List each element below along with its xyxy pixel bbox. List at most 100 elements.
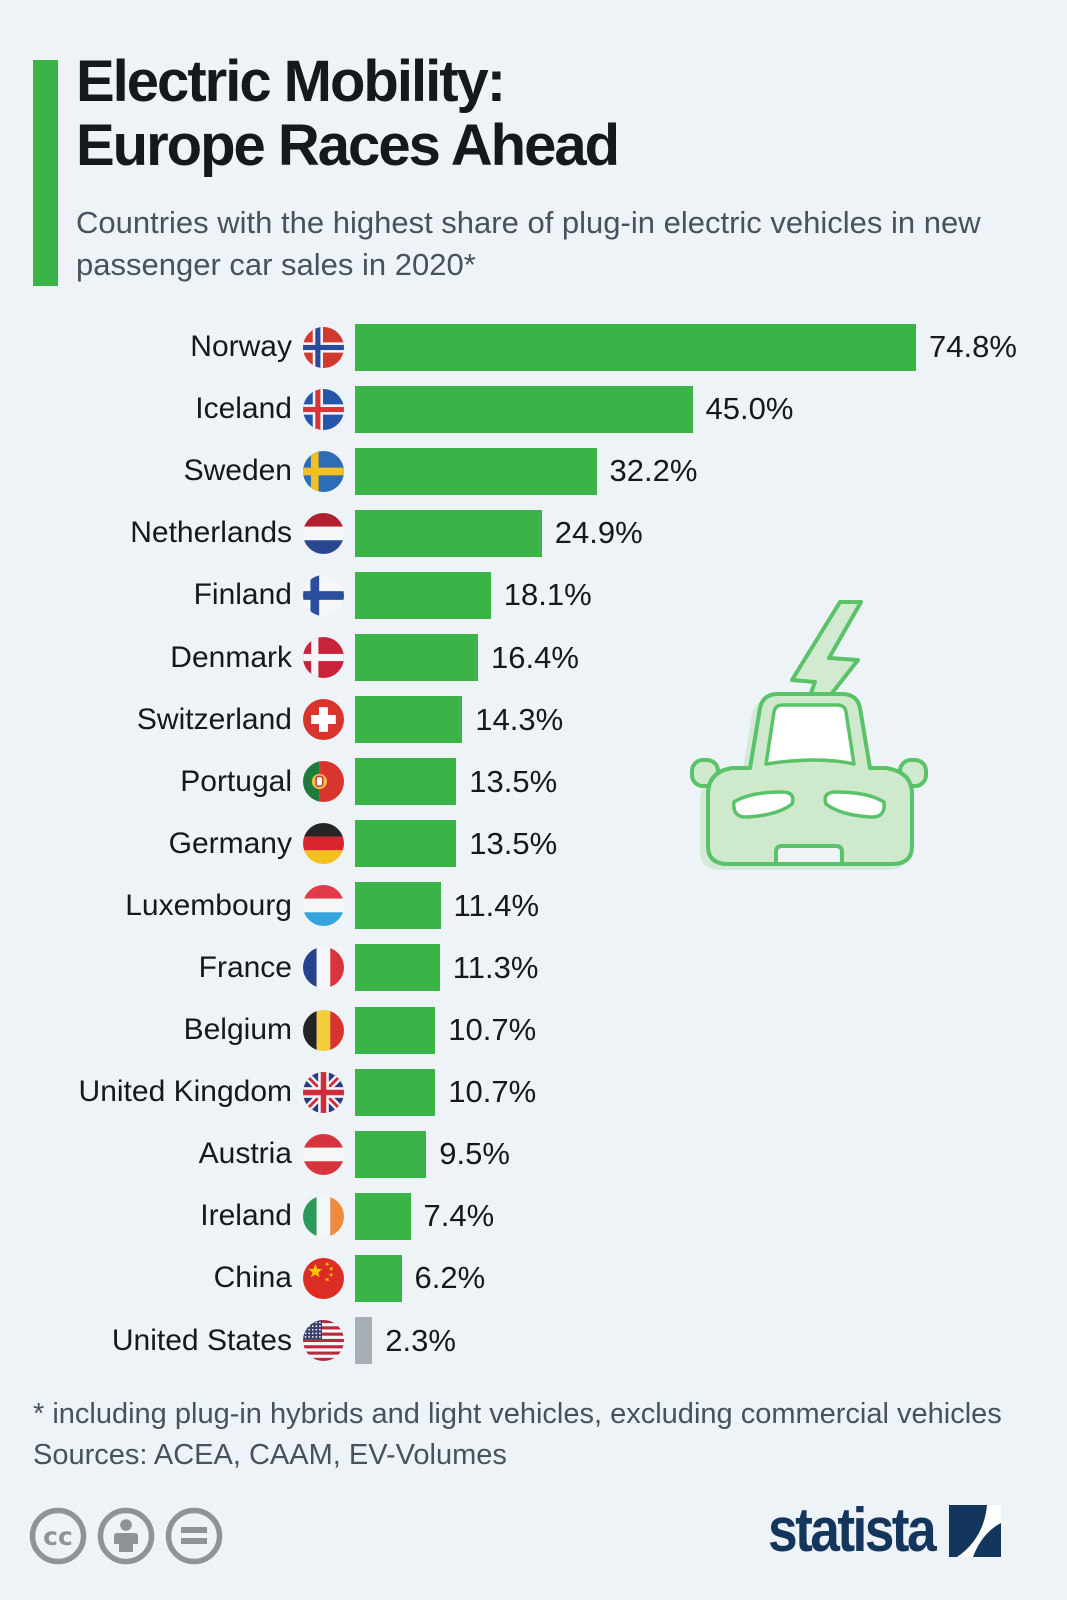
cc-icon: cc: [29, 1507, 87, 1565]
chart-row: United Kingdom 10.7%: [0, 1061, 1067, 1123]
value-label: 45.0%: [705, 391, 794, 427]
value-bar: [355, 758, 457, 806]
country-label: China: [213, 1261, 292, 1295]
value-label: 10.7%: [448, 1074, 537, 1110]
value-bar: [355, 696, 463, 744]
country-label: Ireland: [200, 1199, 292, 1233]
cc-license-icons: cc: [29, 1507, 223, 1565]
country-label: Germany: [168, 826, 292, 860]
footnote-line-2: Sources: ACEA, CAAM, EV-Volumes: [33, 1439, 507, 1471]
chart-row: Norway 74.8%: [0, 316, 1067, 378]
chart-row: United States 2.3%: [0, 1310, 1067, 1372]
flag-china-icon: [303, 1257, 344, 1299]
flag-united-kingdom-icon: [303, 1071, 344, 1113]
chart-row: Belgium 10.7%: [0, 999, 1067, 1061]
value-bar: [355, 447, 597, 495]
flag-belgium-icon: [303, 1009, 344, 1051]
value-bar: [355, 571, 491, 619]
country-label: United States: [111, 1323, 292, 1357]
chart-row: Ireland 7.4%: [0, 1185, 1067, 1247]
value-label: 16.4%: [491, 639, 579, 675]
country-label: United Kingdom: [78, 1075, 292, 1109]
flag-germany-icon: [303, 823, 344, 865]
flag-ireland-icon: [303, 1195, 344, 1237]
chart-row: Luxembourg 11.4%: [0, 875, 1067, 937]
value-label: 11.4%: [453, 887, 540, 923]
chart-row: Austria 9.5%: [0, 1123, 1067, 1185]
value-bar: [355, 1317, 373, 1365]
flag-finland-icon: [303, 574, 344, 616]
country-label: Portugal: [180, 764, 292, 798]
country-label: Belgium: [183, 1013, 292, 1047]
flag-austria-icon: [303, 1133, 344, 1175]
footnote: * including plug-in hybrids and light ve…: [33, 1394, 1002, 1476]
chart-row: China 6.2%: [0, 1247, 1067, 1309]
value-label: 14.3%: [475, 701, 564, 737]
country-label: Netherlands: [130, 516, 292, 550]
country-label: Iceland: [195, 392, 292, 426]
value-bar: [355, 509, 542, 557]
statista-logo: statista: [768, 1496, 1002, 1565]
country-label: Norway: [190, 330, 292, 364]
footnote-line-1: * including plug-in hybrids and light ve…: [33, 1398, 1002, 1430]
value-label: 11.3%: [452, 949, 539, 985]
chart-row: Sweden 32.2%: [0, 440, 1067, 502]
flag-norway-icon: [303, 326, 344, 368]
value-label: 32.2%: [609, 453, 698, 489]
flag-iceland-icon: [303, 388, 344, 430]
statista-wordmark: statista: [768, 1496, 937, 1565]
flag-netherlands-icon: [303, 512, 344, 554]
flag-denmark-icon: [303, 637, 344, 679]
flag-switzerland-icon: [303, 699, 344, 741]
value-bar: [355, 1006, 436, 1054]
value-label: 13.5%: [469, 825, 558, 861]
value-bar: [355, 1068, 436, 1116]
value-label: 24.9%: [554, 515, 643, 551]
value-bar: [355, 944, 440, 992]
value-bar: [355, 634, 478, 682]
svg-text:cc: cc: [43, 1522, 73, 1551]
country-label: Finland: [193, 578, 292, 612]
page-subtitle: Countries with the highest share of plug…: [76, 205, 981, 282]
value-label: 13.5%: [469, 763, 558, 799]
page-title: Electric Mobility: Europe Races Ahead: [76, 49, 620, 178]
value-label: 7.4%: [423, 1198, 495, 1234]
flag-luxembourg-icon: [303, 885, 344, 927]
attribution-person-icon: [97, 1507, 155, 1565]
chart-row: France 11.3%: [0, 937, 1067, 999]
value-label: 18.1%: [503, 577, 592, 613]
chart-row: Germany 13.5%: [0, 813, 1067, 875]
value-label: 10.7%: [448, 1012, 537, 1048]
country-label: Denmark: [170, 640, 292, 674]
value-label: 9.5%: [439, 1136, 510, 1172]
flag-portugal-icon: [303, 761, 344, 803]
value-bar: [355, 1192, 411, 1240]
page-title-line-1: Electric Mobility:: [76, 49, 506, 114]
flag-france-icon: [303, 947, 344, 989]
value-bar: [355, 1254, 402, 1302]
country-label: France: [198, 950, 292, 984]
country-label: Switzerland: [136, 702, 292, 736]
value-bar: [355, 323, 916, 371]
bar-chart: Norway 74.8% Iceland 45.0% Sweden 32.2% …: [0, 316, 1067, 1372]
flag-united-states-icon: [303, 1320, 344, 1362]
country-label: Luxembourg: [125, 888, 292, 922]
value-label: 74.8%: [929, 329, 1017, 365]
statista-logomark-icon: [949, 1505, 1002, 1557]
chart-row: Finland 18.1%: [0, 564, 1067, 626]
country-label: Austria: [198, 1137, 292, 1171]
value-label: 2.3%: [385, 1322, 456, 1358]
value-bar: [355, 882, 441, 930]
chart-row: Iceland 45.0%: [0, 378, 1067, 440]
country-label: Sweden: [183, 454, 292, 488]
equals-icon: [165, 1507, 223, 1565]
value-bar: [355, 820, 457, 868]
flag-sweden-icon: [303, 450, 344, 492]
page-title-line-2: Europe Races Ahead: [76, 113, 620, 178]
value-bar: [355, 385, 693, 433]
value-label: 6.2%: [414, 1260, 486, 1296]
chart-row: Denmark 16.4%: [0, 626, 1067, 688]
value-bar: [355, 1130, 427, 1178]
chart-row: Netherlands 24.9%: [0, 502, 1067, 564]
